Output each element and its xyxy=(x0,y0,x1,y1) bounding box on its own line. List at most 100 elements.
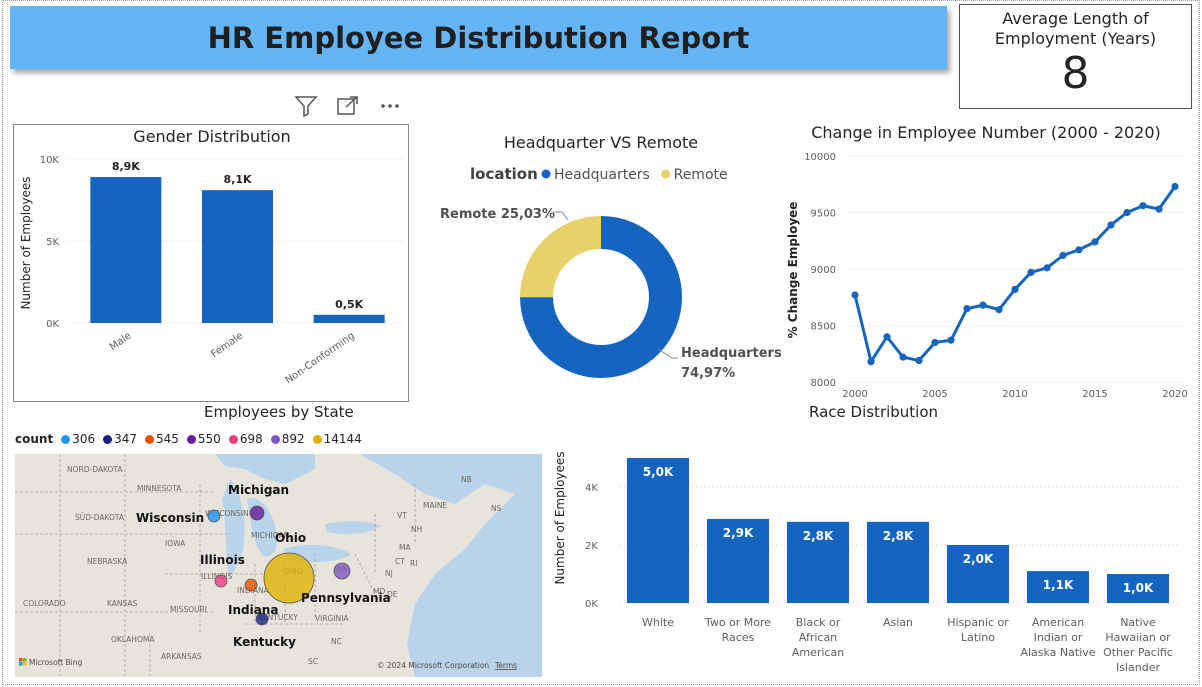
line-x-tick-label: 2005 xyxy=(922,389,947,398)
line-data-point[interactable] xyxy=(1155,205,1163,213)
map-svg: NORD-DAKOTA MINNESOTA SÜD-DAKOTA IOWA NEBRAS… xyxy=(15,454,542,677)
gender-bar[interactable] xyxy=(313,314,385,323)
line-data-point[interactable] xyxy=(1107,221,1115,229)
line-data-point[interactable] xyxy=(915,356,923,365)
gender-y-tick-label: 5K xyxy=(46,237,59,248)
line-data-point[interactable] xyxy=(883,333,891,341)
map-geo-label: MD xyxy=(373,587,385,596)
race-bar[interactable] xyxy=(1107,574,1169,603)
map-geo-label: NH xyxy=(411,525,422,534)
gender-y-axis-label: Number of Employees xyxy=(19,176,33,309)
filter-icon[interactable] xyxy=(292,94,320,118)
race-bar[interactable] xyxy=(947,545,1009,603)
line-data-point[interactable] xyxy=(931,338,939,347)
map-legend-item[interactable]: 698 xyxy=(228,432,263,446)
map-legend-item[interactable]: 347 xyxy=(103,432,137,446)
race-bar[interactable] xyxy=(707,518,769,603)
race-data-label: 2,0K xyxy=(963,552,994,566)
line-data-point[interactable] xyxy=(995,306,1003,314)
location-legend-label[interactable]: Remote xyxy=(674,167,728,183)
gender-bar[interactable] xyxy=(202,190,273,323)
map-geo-label: NB xyxy=(461,475,472,484)
race-category-label: Races xyxy=(722,631,755,644)
location-slice[interactable] xyxy=(520,216,682,378)
map-geo-label: MICHIGAN xyxy=(251,531,289,540)
race-bar[interactable] xyxy=(1027,571,1089,603)
race-bar[interactable] xyxy=(787,521,849,603)
line-data-point[interactable] xyxy=(1171,182,1179,191)
map-geo-label: OKLAHOMA xyxy=(111,635,155,644)
map-legend-label: 545 xyxy=(156,432,179,446)
state-bubble[interactable] xyxy=(263,552,315,604)
location-donut-chart[interactable]: Headquarter VS Remote location Headquart… xyxy=(428,128,798,396)
gender-data-label: 0,5K xyxy=(335,298,363,311)
state-label: Illinois xyxy=(200,553,245,567)
race-bar[interactable] xyxy=(867,521,929,603)
race-data-label: 2,9K xyxy=(723,526,754,540)
map-legend-marker xyxy=(103,434,113,444)
line-data-point[interactable] xyxy=(1075,246,1083,254)
map-terms-link[interactable]: Terms xyxy=(494,661,517,670)
state-bubble[interactable] xyxy=(214,574,228,588)
race-category-label: American xyxy=(792,646,844,659)
map-geo-label: NS xyxy=(491,504,502,513)
map-legend-item[interactable]: 545 xyxy=(145,432,179,446)
map-legend-item[interactable]: 550 xyxy=(186,432,221,446)
race-category-label: American xyxy=(1032,616,1084,629)
location-legend-label[interactable]: Headquarters xyxy=(554,167,650,183)
state-bubble[interactable] xyxy=(249,505,265,521)
line-data-point[interactable] xyxy=(1011,285,1019,293)
location-slice[interactable] xyxy=(520,216,601,298)
line-data-point[interactable] xyxy=(963,304,971,313)
line-data-point[interactable] xyxy=(1091,238,1099,246)
state-bubble[interactable] xyxy=(333,562,351,580)
line-data-point[interactable] xyxy=(1123,208,1131,217)
map-geo-label: KENTUCKY xyxy=(258,613,298,622)
map-legend-item[interactable]: 14144 xyxy=(312,432,362,446)
race-chart-title: Race Distribution xyxy=(809,403,939,421)
map-geo-label: SC xyxy=(308,657,318,666)
map-geo-label: NJ xyxy=(385,569,393,578)
gender-distribution-visual[interactable]: Gender Distribution Number of Employees … xyxy=(13,124,409,402)
line-data-point[interactable] xyxy=(1059,251,1067,260)
line-chart-title: Change in Employee Number (2000 - 2020) xyxy=(811,123,1161,142)
expand-icon[interactable] xyxy=(334,94,362,118)
map-legend-item[interactable]: 892 xyxy=(270,432,305,446)
line-x-tick-label: 2020 xyxy=(1162,389,1187,398)
map-geo-label: COLORADO xyxy=(23,599,66,608)
bing-logo-square xyxy=(23,658,27,662)
line-data-point[interactable] xyxy=(851,291,859,299)
line-data-point[interactable] xyxy=(947,336,955,344)
line-data-point[interactable] xyxy=(1027,268,1035,276)
employees-by-state-map[interactable]: NORD-DAKOTA MINNESOTA SÜD-DAKOTA IOWA NEBRAS… xyxy=(15,454,542,677)
line-data-point[interactable] xyxy=(979,301,987,309)
race-category-label: Black or xyxy=(796,616,841,629)
line-data-point[interactable] xyxy=(1043,264,1051,272)
bing-label: Microsoft Bing xyxy=(29,658,82,667)
state-label: Michigan xyxy=(228,483,289,497)
map-legend-item[interactable]: 306 xyxy=(61,432,95,446)
employee-change-line-chart[interactable]: Change in Employee Number (2000 - 2020) … xyxy=(785,122,1195,398)
more-options-icon[interactable] xyxy=(376,94,404,118)
map-geo-label: KANSAS xyxy=(107,599,138,608)
avg-employment-kpi-card[interactable]: Average Length of Employment (Years) 8 xyxy=(959,4,1192,109)
bing-logo-square xyxy=(19,662,23,666)
race-distribution-chart[interactable]: Number of Employees 0K 2K 4K 5,0K White 2,9K Tw… xyxy=(548,431,1198,687)
bing-logo-square xyxy=(23,662,27,666)
state-bubble[interactable] xyxy=(255,612,269,626)
line-x-tick-label: 2010 xyxy=(1002,389,1027,398)
gender-bar[interactable] xyxy=(90,177,162,323)
state-bubble[interactable] xyxy=(244,578,258,592)
race-data-label: 5,0K xyxy=(643,465,674,479)
state-bubble[interactable] xyxy=(207,509,221,523)
map-geo-label: DE xyxy=(387,590,398,599)
report-title: HR Employee Distribution Report xyxy=(207,20,750,55)
race-bar[interactable] xyxy=(627,458,689,603)
line-data-point[interactable] xyxy=(899,353,907,361)
line-data-point[interactable] xyxy=(867,358,875,366)
race-category-label: Indian or xyxy=(1034,631,1083,644)
map-legend: count 306 347 545 550 698 892 14144 xyxy=(15,432,366,446)
gender-data-label: 8,9K xyxy=(112,160,140,173)
line-data-point[interactable] xyxy=(1139,202,1147,210)
